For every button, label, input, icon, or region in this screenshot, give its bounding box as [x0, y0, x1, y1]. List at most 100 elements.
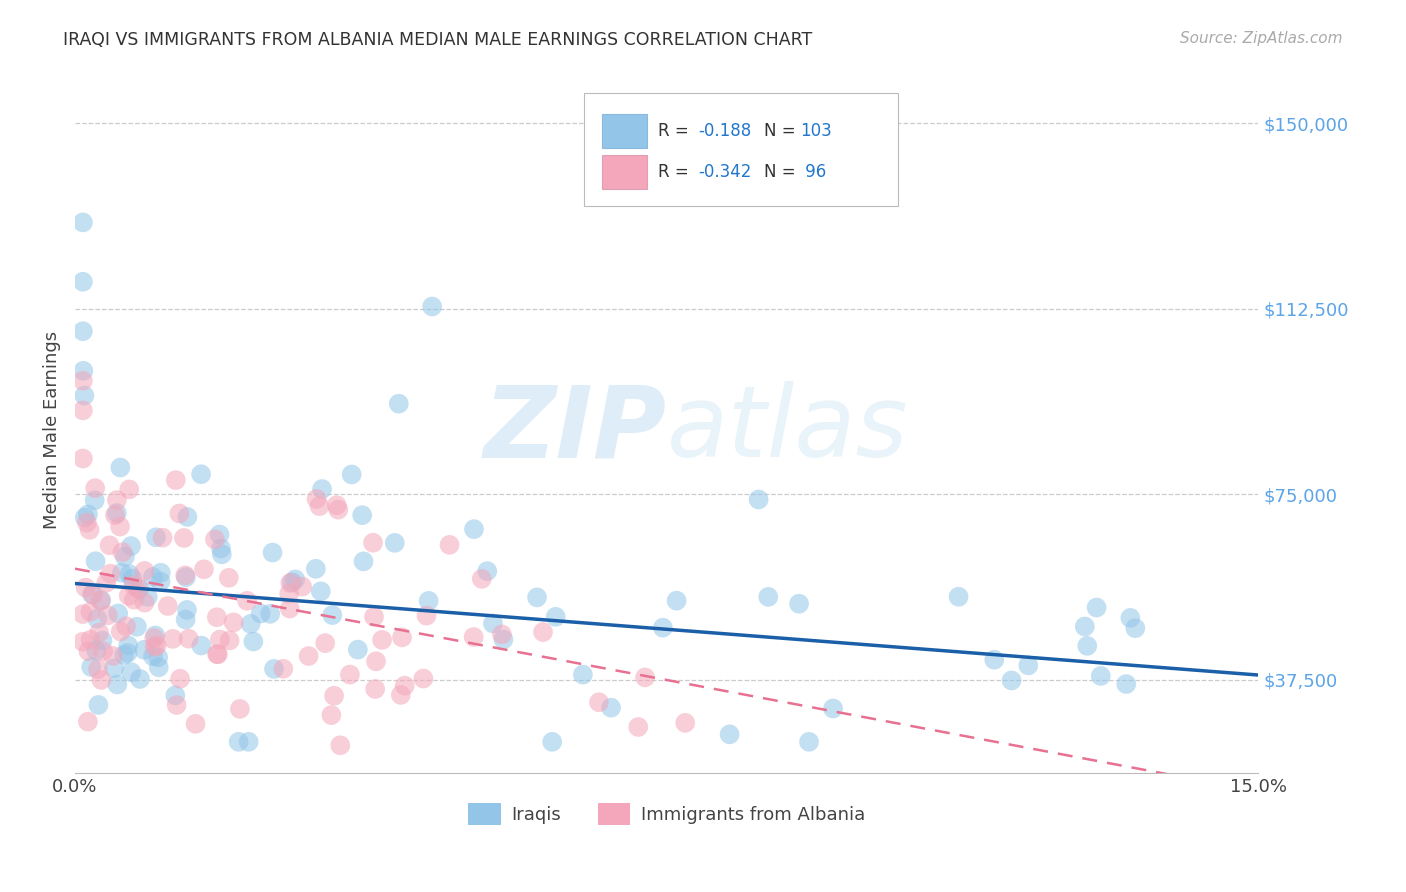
Point — [177, 632, 200, 646]
Point — [75, 581, 97, 595]
Point — [111, 545, 134, 559]
Point — [166, 698, 188, 712]
Point — [600, 700, 623, 714]
Point — [347, 642, 370, 657]
Point — [1119, 611, 1142, 625]
Point — [491, 627, 513, 641]
Point — [143, 631, 166, 645]
Point — [134, 564, 156, 578]
Point — [298, 648, 321, 663]
Point — [718, 727, 741, 741]
Point — [90, 593, 112, 607]
Y-axis label: Median Male Earnings: Median Male Earnings — [44, 331, 60, 529]
Point — [91, 644, 114, 658]
Text: Source: ZipAtlas.com: Source: ZipAtlas.com — [1180, 31, 1343, 46]
Point — [211, 547, 233, 561]
Point — [326, 498, 349, 512]
Point — [118, 483, 141, 497]
Point — [149, 566, 172, 580]
Point — [278, 587, 301, 601]
Point — [249, 607, 271, 621]
Point — [1076, 639, 1098, 653]
Point — [110, 460, 132, 475]
Point — [143, 628, 166, 642]
Point — [205, 610, 228, 624]
Point — [72, 374, 94, 388]
Point — [323, 689, 346, 703]
Point — [208, 632, 231, 647]
Point — [105, 677, 128, 691]
Point — [79, 523, 101, 537]
Point — [463, 630, 485, 644]
Point — [291, 580, 314, 594]
Point — [173, 531, 195, 545]
Point — [149, 574, 172, 589]
Point — [352, 508, 374, 523]
Point — [218, 633, 240, 648]
Point — [72, 215, 94, 229]
Point — [148, 650, 170, 665]
Point — [174, 568, 197, 582]
Point — [73, 510, 96, 524]
Point — [193, 562, 215, 576]
Point — [321, 608, 343, 623]
Point — [673, 715, 696, 730]
Point — [262, 545, 284, 559]
Point — [98, 538, 121, 552]
Point — [787, 597, 810, 611]
Point — [492, 632, 515, 647]
Point — [204, 533, 226, 547]
Point — [105, 493, 128, 508]
Point — [117, 639, 139, 653]
Point — [305, 562, 328, 576]
Point — [122, 578, 145, 592]
Point — [142, 649, 165, 664]
Point — [482, 616, 505, 631]
Point — [477, 564, 499, 578]
Text: ZIP: ZIP — [484, 381, 666, 478]
Point — [238, 735, 260, 749]
Point — [190, 639, 212, 653]
Point — [77, 508, 100, 522]
Point — [72, 634, 94, 648]
Point — [756, 590, 779, 604]
Point — [259, 607, 281, 621]
Point — [77, 714, 100, 729]
Point — [127, 581, 149, 595]
Point — [107, 607, 129, 621]
Point — [73, 388, 96, 402]
Point — [329, 738, 352, 752]
Point — [1017, 658, 1039, 673]
Point — [184, 716, 207, 731]
Point — [309, 584, 332, 599]
Point — [72, 275, 94, 289]
FancyBboxPatch shape — [602, 114, 647, 148]
Point — [97, 608, 120, 623]
Point — [273, 662, 295, 676]
Point — [339, 667, 361, 681]
Point — [388, 397, 411, 411]
Point — [90, 673, 112, 687]
Point — [165, 473, 187, 487]
Point — [420, 300, 443, 314]
Point — [572, 667, 595, 681]
Point — [239, 616, 262, 631]
Point — [134, 642, 156, 657]
Point — [101, 648, 124, 663]
Point — [125, 620, 148, 634]
Point — [120, 539, 142, 553]
Text: atlas: atlas — [666, 381, 908, 478]
Point — [748, 492, 770, 507]
Point — [120, 665, 142, 680]
Point — [363, 609, 385, 624]
FancyBboxPatch shape — [583, 94, 897, 206]
Point — [236, 594, 259, 608]
Point — [128, 582, 150, 597]
Point — [263, 662, 285, 676]
Point — [86, 643, 108, 657]
Point — [118, 567, 141, 582]
Point — [145, 639, 167, 653]
Point — [948, 590, 970, 604]
Text: -0.188: -0.188 — [699, 122, 752, 140]
Point — [174, 570, 197, 584]
